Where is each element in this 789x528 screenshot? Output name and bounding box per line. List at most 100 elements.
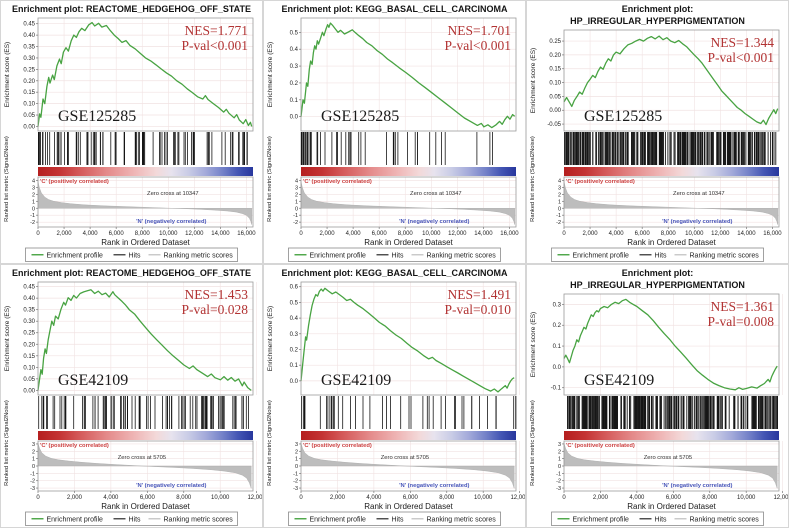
x-tick-label: 10,000 [422, 231, 441, 237]
metric-tick-label: 3 [32, 442, 35, 448]
es-axis-label: Enrichment score (ES) [267, 306, 274, 371]
legend-enrichment-profile-label: Enrichment profile [47, 252, 104, 259]
metric-axis-label: Ranked list metric (Signal2Noise) [267, 136, 273, 222]
es-tick-label: 0.1 [290, 98, 299, 104]
x-tick-label: 16,000 [763, 231, 782, 237]
gsea-chart: -0.1 0.0 0.1 0.2 0.3 Enrichment score (ES) GSE… [527, 291, 788, 527]
x-tick-label: 12,000 [185, 231, 204, 237]
legend-hits-label: Hits [655, 252, 668, 259]
x-tick-label: 6,000 [109, 231, 125, 237]
x-tick-label: 2,000 [67, 495, 83, 501]
metric-tick-label: 4 [32, 178, 35, 184]
hits-ticks [564, 132, 777, 165]
metric-tick-label: 1 [558, 199, 561, 205]
x-tick-label: 10,000 [474, 495, 493, 501]
panel-title: Enrichment plot: HP_IRREGULAR_HYPERPIGME… [527, 265, 788, 291]
gsea-chart: -0.05 0.00 0.05 0.10 0.15 0.20 0.25 Enrichment … [527, 27, 788, 263]
x-axis-label: Rank in Ordered Dataset [627, 502, 716, 511]
nes-value: NES=1.701 [448, 23, 512, 38]
metric-tick-label: -2 [293, 220, 298, 226]
legend-hits-label: Hits [129, 252, 142, 259]
x-tick-label: 10,000 [685, 231, 704, 237]
es-tick-label: 0.3 [553, 302, 562, 308]
positively-correlated-label: 'C' (positively correlated) [303, 179, 372, 185]
negatively-correlated-label: 'N' (negatively correlated) [662, 483, 732, 489]
negatively-correlated-label: 'N' (negatively correlated) [662, 219, 732, 225]
legend-box [25, 247, 238, 262]
legend-box [551, 511, 764, 526]
dataset-label: GSE42109 [321, 372, 391, 389]
x-tick-label: 6,000 [140, 495, 156, 501]
zero-cross-label: Zero cross at 5705 [118, 455, 166, 461]
es-tick-label: 0.10 [549, 81, 561, 87]
es-plot-area [301, 282, 516, 395]
metric-tick-label: 0 [32, 206, 35, 212]
metric-tick-label: -1 [556, 213, 561, 219]
metric-tick-label: 3 [295, 442, 298, 448]
x-tick-label: 0 [562, 495, 566, 501]
metric-tick-label: -2 [30, 220, 35, 226]
legend-hits-label: Hits [129, 516, 142, 523]
x-tick-label: 10,000 [737, 495, 756, 501]
x-axis-label: Rank in Ordered Dataset [101, 238, 190, 247]
es-tick-label: 0.0 [553, 365, 562, 371]
es-tick-label: 0.35 [23, 308, 35, 314]
x-tick-label: 6,000 [666, 495, 682, 501]
ranking-metric-series [37, 443, 252, 489]
panel-title-line: HP_IRREGULAR_HYPERPIGMENTATION [570, 16, 745, 26]
es-tick-label: 0.20 [23, 342, 35, 348]
panel-title-line: HP_IRREGULAR_HYPERPIGMENTATION [570, 280, 745, 290]
legend-ranking-metric-label: Ranking metric scores [427, 516, 497, 523]
metric-tick-label: 3 [558, 185, 561, 191]
es-tick-label: -0.1 [551, 386, 562, 392]
metric-tick-label: 0 [558, 206, 561, 212]
es-axis-label: Enrichment score (ES) [4, 306, 11, 371]
x-tick-label: 4,000 [83, 231, 99, 237]
es-tick-label: 0.35 [23, 45, 35, 51]
metric-tick-label: 0 [295, 464, 298, 470]
zero-cross-label: Zero cross at 5705 [644, 455, 692, 461]
positively-correlated-label: 'C' (positively correlated) [40, 443, 109, 449]
gsea-panel-kegg-bcc-gse125285: Enrichment plot: KEGG_BASAL_CELL_CARCINO… [263, 0, 526, 264]
ranked-metric-area [564, 177, 779, 227]
gsea-chart: 0.00 0.05 0.10 0.15 0.20 0.25 0.30 0.35 0.40 0.45… [1, 15, 262, 263]
panel-title: Enrichment plot: HP_IRREGULAR_HYPERPIGME… [527, 1, 788, 27]
zero-cross-label: Zero cross at 5705 [381, 455, 429, 461]
metric-tick-label: 1 [295, 199, 298, 205]
es-tick-label: 0.2 [290, 347, 299, 353]
metric-tick-label: 1 [32, 457, 35, 463]
es-tick-label: 0.40 [23, 33, 35, 39]
legend-enrichment-profile-label: Enrichment profile [310, 252, 367, 259]
hits-ticks [301, 396, 517, 429]
metric-tick-label: -1 [293, 213, 298, 219]
legend-ranking-metric-label: Ranking metric scores [690, 252, 760, 259]
es-plot-area [564, 30, 779, 131]
es-tick-label: 0.30 [23, 56, 35, 62]
gsea-chart: 0.00 0.05 0.10 0.15 0.20 0.25 0.30 0.35 0.40 0.45… [1, 279, 262, 527]
nes-value: NES=1.491 [448, 287, 512, 302]
metric-tick-label: 1 [558, 457, 561, 463]
metric-tick-label: 0 [32, 464, 35, 470]
panel-title-line: Enrichment plot: REACTOME_HEDGEHOG_OFF_S… [11, 4, 252, 14]
x-tick-label: 12,000 [773, 495, 788, 501]
es-tick-label: 0.2 [553, 323, 562, 329]
gsea-plot-svg: 0.0 0.1 0.2 0.3 0.4 0.5 0.6 Enrichment score (E… [267, 281, 525, 526]
x-tick-label: 4,000 [609, 231, 625, 237]
x-tick-label: 8,000 [176, 495, 192, 501]
x-tick-label: 14,000 [474, 231, 493, 237]
es-tick-label: 0.4 [290, 316, 299, 322]
es-tick-label: 0.45 [23, 285, 35, 291]
x-axis-label: Rank in Ordered Dataset [364, 502, 453, 511]
metric-axis-label: Ranked list metric (Signal2Noise) [530, 400, 536, 486]
pval-value: P-val<0.001 [708, 50, 775, 65]
gsea-chart: 0.0 0.1 0.2 0.3 0.4 0.5 0.6 Enrichment score (E… [264, 279, 525, 527]
es-tick-label: 0.20 [549, 53, 561, 59]
enrichment-profile-curve [37, 21, 253, 127]
metric-tick-label: 3 [32, 185, 35, 191]
correlation-gradient-bar [38, 167, 253, 176]
es-tick-label: 0.0 [290, 115, 299, 121]
dataset-label: GSE42109 [58, 372, 128, 389]
x-tick-label: 6,000 [635, 231, 651, 237]
ranking-metric-series [300, 181, 515, 225]
